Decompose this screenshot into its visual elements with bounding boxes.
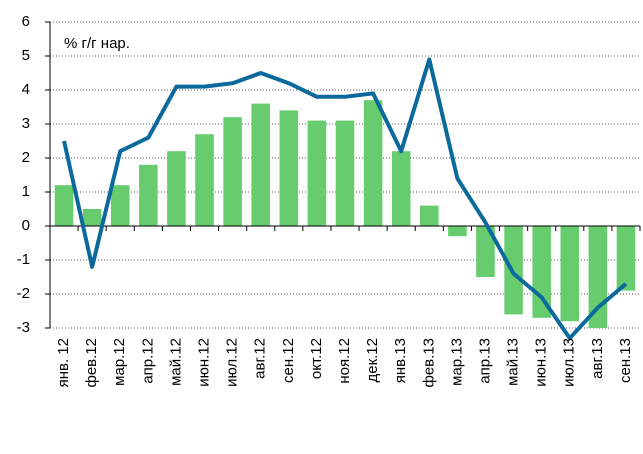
x-tick-label: июн.13	[533, 338, 550, 387]
bar	[391, 151, 411, 226]
y-tick-label: -3	[17, 319, 30, 336]
y-tick-label: 3	[22, 115, 30, 132]
x-tick-label: сен.13	[617, 338, 634, 383]
x-tick-label: апр.12	[139, 338, 156, 384]
y-tick-label: 1	[22, 183, 30, 200]
bar	[420, 205, 439, 226]
x-tick-label: май.12	[167, 338, 184, 386]
line	[62, 57, 628, 341]
bar	[307, 120, 327, 226]
x-tick-label: июн.12	[195, 338, 212, 387]
y-tick-label: 2	[22, 149, 30, 166]
bar	[560, 226, 580, 322]
bar	[335, 120, 355, 226]
x-tick-label: мар.13	[448, 338, 465, 386]
annotation: % г/г нар.	[64, 35, 130, 52]
x-tick-label: июл.13	[561, 338, 578, 387]
x-tick-label: мар.12	[111, 338, 128, 386]
bar	[54, 185, 74, 226]
x-tick-label: июл.12	[224, 338, 241, 387]
x-tick-label: апр.13	[476, 338, 493, 384]
bar	[195, 134, 214, 226]
bar	[279, 110, 299, 226]
x-tick-label: май.13	[505, 338, 522, 386]
bar	[110, 185, 130, 226]
x-tick-label: фев.12	[83, 338, 100, 388]
x-tick-label: фев.13	[420, 338, 437, 388]
y-tick-label: 4	[22, 81, 30, 98]
x-tick-label: окт.12	[308, 338, 325, 379]
x-tick-label: сен.12	[280, 338, 297, 383]
y-tick-label: -2	[17, 285, 30, 302]
x-tick-label: янв. 12	[55, 338, 72, 387]
x-tick-label: авг.13	[589, 338, 606, 379]
bar	[223, 117, 242, 226]
bar	[448, 226, 467, 237]
x-tick-label: ноя.12	[336, 338, 353, 384]
bar	[251, 103, 270, 226]
y-tick-label: -1	[17, 251, 30, 268]
x-tick-label: дек.12	[364, 338, 381, 383]
x-tick-label: янв.13	[392, 338, 409, 383]
bar	[139, 164, 158, 226]
bar	[476, 226, 495, 277]
y-tick-label: 6	[22, 13, 30, 30]
bar	[167, 151, 186, 226]
x-tick-label: авг.12	[252, 338, 269, 379]
bar	[363, 100, 383, 226]
bar	[82, 209, 102, 226]
y-tick-label: 5	[22, 47, 30, 64]
y-tick-label: 0	[22, 217, 30, 234]
bar	[616, 226, 636, 291]
